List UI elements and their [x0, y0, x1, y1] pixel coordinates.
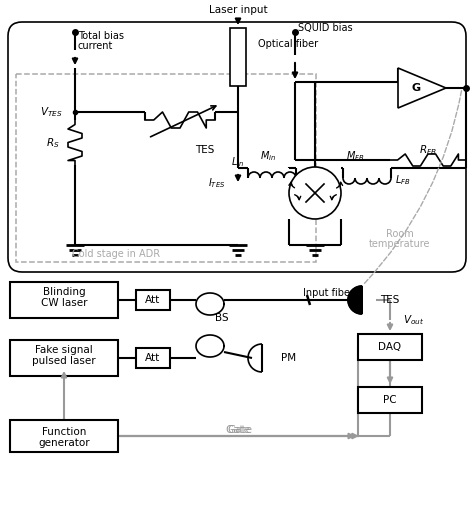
Text: TES: TES — [195, 145, 215, 155]
Polygon shape — [398, 68, 446, 108]
Text: BS: BS — [215, 313, 229, 323]
Text: Cold stage in ADR: Cold stage in ADR — [72, 249, 160, 259]
Text: Gate: Gate — [228, 425, 253, 435]
Text: DAQ: DAQ — [378, 342, 401, 352]
Text: Laser input: Laser input — [209, 5, 267, 15]
FancyBboxPatch shape — [230, 28, 246, 86]
Text: Att: Att — [146, 353, 161, 363]
Text: current: current — [78, 41, 113, 51]
Text: $L_{in}$: $L_{in}$ — [231, 155, 244, 169]
FancyBboxPatch shape — [136, 348, 170, 368]
Polygon shape — [348, 286, 362, 314]
Text: SQUID bias: SQUID bias — [298, 23, 353, 33]
FancyBboxPatch shape — [10, 282, 118, 318]
Text: G: G — [411, 83, 420, 93]
Text: $I_{TES}$: $I_{TES}$ — [208, 176, 225, 190]
FancyBboxPatch shape — [10, 340, 118, 376]
Text: Blinding: Blinding — [43, 287, 85, 297]
Text: Optical fiber: Optical fiber — [258, 39, 318, 49]
FancyBboxPatch shape — [10, 420, 118, 452]
Text: Fake signal: Fake signal — [35, 345, 93, 355]
Text: PC: PC — [383, 395, 397, 405]
Text: $M_{FB}$: $M_{FB}$ — [346, 149, 365, 163]
Text: $R_S$: $R_S$ — [46, 136, 60, 150]
Text: temperature: temperature — [369, 239, 431, 249]
Text: $V_{TES}$: $V_{TES}$ — [39, 105, 62, 119]
Text: Room: Room — [386, 229, 414, 239]
Text: $V_{out}$: $V_{out}$ — [403, 313, 424, 327]
Text: $R_{FB}$: $R_{FB}$ — [419, 143, 437, 157]
Text: Att: Att — [146, 295, 161, 305]
FancyBboxPatch shape — [8, 22, 466, 272]
Text: $L_{FB}$: $L_{FB}$ — [395, 173, 410, 187]
Text: CW laser: CW laser — [41, 298, 87, 308]
Text: PM: PM — [281, 353, 296, 363]
Circle shape — [289, 167, 341, 219]
Text: Gate: Gate — [226, 425, 250, 435]
Text: Total bias: Total bias — [78, 31, 124, 41]
FancyBboxPatch shape — [136, 290, 170, 310]
Text: Input fiber: Input fiber — [303, 288, 354, 298]
Text: $M_{in}$: $M_{in}$ — [260, 149, 276, 163]
Text: generator: generator — [38, 438, 90, 448]
FancyBboxPatch shape — [358, 334, 422, 360]
FancyBboxPatch shape — [358, 387, 422, 413]
Text: pulsed laser: pulsed laser — [32, 356, 96, 366]
Text: TES: TES — [380, 295, 400, 305]
Text: Function: Function — [42, 427, 86, 437]
